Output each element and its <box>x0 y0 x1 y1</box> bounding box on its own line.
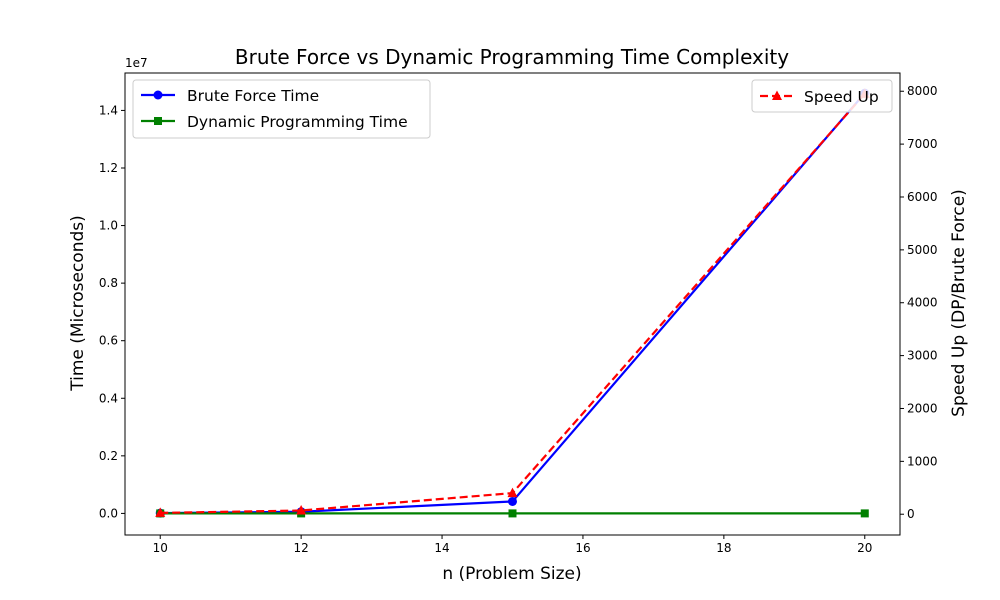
series-line-2 <box>160 93 866 514</box>
y-right-tick-label: 4000 <box>907 296 938 310</box>
y-right-tick-label: 6000 <box>907 190 938 204</box>
x-tick-label: 20 <box>857 541 872 555</box>
series-point-2 <box>296 505 307 515</box>
series-line-0 <box>160 92 866 515</box>
y-left-tick-label: 0.0 <box>99 506 118 520</box>
y-right-tick-label: 1000 <box>907 454 938 468</box>
left-axis-offset-label: 1e7 <box>125 56 148 70</box>
series-point-1 <box>508 509 517 518</box>
chart-title: Brute Force vs Dynamic Programming Time … <box>235 45 789 69</box>
x-tick-label: 12 <box>293 541 308 555</box>
y-left-tick-label: 1.0 <box>99 219 118 233</box>
y-left-tick-label: 0.4 <box>99 391 118 405</box>
legend-left-swatch-marker <box>154 117 162 125</box>
legend-left-box <box>132 79 431 139</box>
legend-right-label: Speed Up <box>804 88 879 106</box>
series-point-2 <box>155 507 166 517</box>
y-left-tick-label: 0.6 <box>99 334 118 348</box>
y-left-tick-label: 1.2 <box>99 161 118 175</box>
legend-left-label: Brute Force Time <box>187 87 319 105</box>
legend-right-swatch-marker <box>772 90 782 100</box>
y-right-tick-label: 7000 <box>907 137 938 151</box>
x-tick-label: 18 <box>716 541 731 555</box>
y-left-tick-label: 1.4 <box>99 103 118 117</box>
x-axis-title: n (Problem Size) <box>442 564 581 584</box>
series-point-0 <box>508 496 517 506</box>
y-axis-left-title: Time (Microseconds) <box>68 215 88 392</box>
legend-left-label: Dynamic Programming Time <box>187 113 408 131</box>
legend-right-box <box>751 79 893 113</box>
legend-left-swatch-marker <box>153 90 163 100</box>
series-point-1 <box>860 509 869 518</box>
x-tick-label: 14 <box>434 541 449 555</box>
y-right-tick-label: 8000 <box>907 84 938 98</box>
series-point-2 <box>507 487 518 498</box>
plot-frame <box>124 72 901 536</box>
x-tick-label: 16 <box>575 541 590 555</box>
y-right-tick-label: 2000 <box>907 401 938 415</box>
y-left-tick-label: 0.8 <box>99 276 118 290</box>
y-axis-right-title: Speed Up (DP/Brute Force) <box>949 189 969 417</box>
y-right-tick-label: 3000 <box>907 349 938 363</box>
x-tick-label: 10 <box>153 541 168 555</box>
y-right-tick-label: 5000 <box>907 243 938 257</box>
y-right-tick-label: 0 <box>907 507 915 521</box>
y-left-tick-label: 0.2 <box>99 449 118 463</box>
